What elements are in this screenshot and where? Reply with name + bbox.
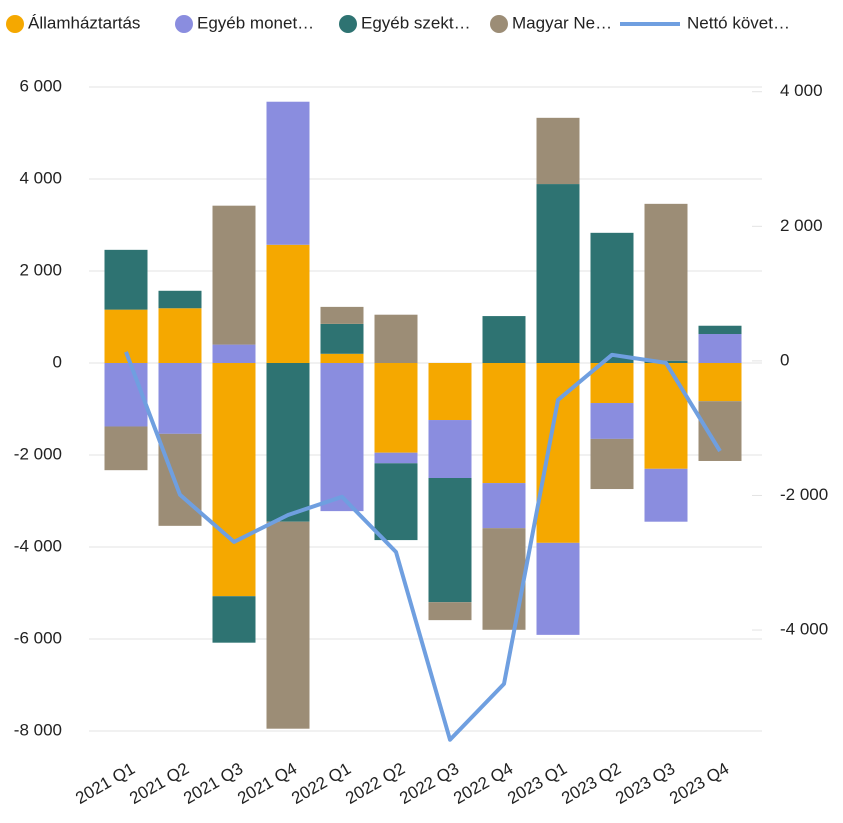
bar [482,483,526,529]
bar [536,542,580,635]
bar [644,468,688,522]
y2-tick-label: 4 000 [780,81,823,100]
bar [158,308,202,363]
bar [536,184,580,363]
bar [698,325,742,335]
bar [374,363,418,453]
bar [374,314,418,363]
bar [536,117,580,185]
bar [320,323,364,354]
bar [212,344,256,363]
bar [590,403,634,439]
x-tick-label: 2023 Q3 [612,759,678,808]
bar [320,353,364,363]
x-tick-label: 2022 Q3 [396,759,462,808]
bar [158,363,202,434]
legend-label: Egyéb szekt… [361,13,471,32]
legend-label: Államháztartás [28,13,140,32]
bar [320,363,364,512]
x-tick-label: 2021 Q3 [180,759,246,808]
x-tick-label: 2022 Q2 [342,759,408,808]
bar [158,290,202,309]
bar [644,363,688,469]
bar [590,438,634,490]
bar [266,244,310,363]
bar [698,401,742,461]
bar [266,363,310,522]
bar [698,363,742,402]
x-tick-label: 2023 Q4 [666,759,732,808]
bar [428,363,472,421]
x-tick-label: 2021 Q4 [234,759,300,808]
y2-tick-label: -4 000 [780,620,828,639]
bar [428,420,472,478]
legend-label: Nettó követ… [687,13,790,32]
x-tick-label: 2021 Q2 [126,759,192,808]
y2-tick-label: 2 000 [780,216,823,235]
bar [374,452,418,464]
y-tick-label: -2 000 [14,444,62,463]
x-tick-label: 2021 Q1 [72,759,138,808]
legend-swatch [175,15,193,33]
x-tick-label: 2022 Q1 [288,759,354,808]
bar [212,596,256,643]
bar [590,232,634,363]
y-tick-label: -8 000 [14,720,62,739]
legend-swatch [339,15,357,33]
bar [428,602,472,621]
bar [212,363,256,597]
y-tick-label: -6 000 [14,628,62,647]
bar [590,363,634,404]
y2-tick-label: 0 [780,350,789,369]
bar [644,203,688,361]
legend-label: Magyar Ne… [512,13,612,32]
y-tick-label: 2 000 [19,260,62,279]
bar [104,426,148,471]
legend-label: Egyéb monet… [197,13,314,32]
line [124,351,722,742]
legend-swatch [6,15,24,33]
y-tick-label: 4 000 [19,168,62,187]
bar [104,249,148,310]
bar [536,363,580,543]
bar [428,478,472,603]
bar [266,101,310,245]
bar [266,521,310,729]
bar [374,463,418,541]
legend-swatch [490,15,508,33]
y-tick-label: -4 000 [14,536,62,555]
x-tick-label: 2022 Q4 [450,759,516,808]
bar [212,205,256,345]
y-tick-label: 0 [53,352,62,371]
x-tick-label: 2023 Q1 [504,759,570,808]
bar [482,316,526,363]
bar [320,306,364,324]
bar [158,433,202,526]
x-tick-label: 2023 Q2 [558,759,624,808]
bar [482,363,526,484]
bar [698,334,742,363]
y-tick-label: 6 000 [19,76,62,95]
y2-tick-label: -2 000 [780,485,828,504]
